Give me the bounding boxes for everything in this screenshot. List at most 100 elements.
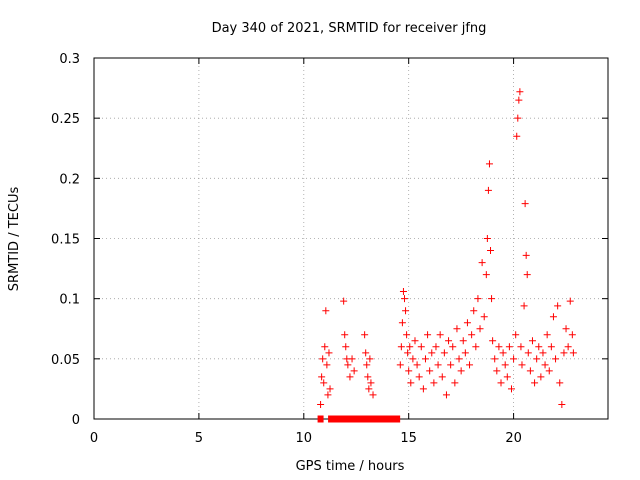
data-point [566,297,574,305]
data-point [523,271,531,279]
data-point [541,361,549,369]
data-point [321,343,329,351]
data-point [556,379,564,387]
x-tick-label: 15 [400,431,417,446]
data-point [517,343,525,351]
data-point [455,355,463,363]
data-point [434,361,442,369]
data-point [547,343,555,351]
data-point [514,114,522,122]
data-point [545,367,553,375]
data-point [505,343,513,351]
data-point [411,337,419,345]
data-point [552,355,560,363]
data-point-square [344,415,351,423]
data-point [524,349,532,357]
data-point [516,88,524,96]
data-point [320,379,328,387]
data-point [549,313,557,321]
data-point [396,361,404,369]
data-point [424,331,432,339]
data-point [513,132,521,140]
data-point [569,349,577,357]
data-point-square [328,415,335,423]
data-point-square [361,415,368,423]
data-point [482,271,490,279]
y-tick-label: 0.15 [51,233,80,248]
data-point-square [317,415,324,423]
data-point [348,355,356,363]
data-point [421,355,429,363]
data-point [325,349,333,357]
data-point [562,325,570,333]
data-point [476,325,484,333]
y-axis: 0 0.05 0.1 0.15 0.2 0.25 0.3 [51,52,608,428]
x-tick-label: 5 [195,431,203,446]
data-point [512,331,520,339]
data-point-square [394,415,401,423]
data-point [491,355,499,363]
data-point [535,343,543,351]
data-point [440,349,448,357]
y-tick-label: 0.3 [59,52,80,67]
x-tick-label: 10 [296,431,313,446]
y-axis-label: SRMTID / TECUs [7,187,22,292]
data-point [449,343,457,351]
data-point [522,251,530,259]
x-axis-label: GPS time / hours [296,459,405,474]
data-point-square [349,415,356,423]
data-point [361,331,369,339]
data-point [453,325,461,333]
data-point [510,355,518,363]
data-point [487,247,495,255]
data-point [554,302,562,310]
data-point [430,379,438,387]
data-point [364,373,372,381]
data-point-square [386,415,393,423]
data-point [474,295,482,303]
data-point [503,373,511,381]
data-point [488,295,496,303]
y-tick-label: 0.2 [59,172,80,187]
data-point-square [378,415,385,423]
data-point [560,349,568,357]
data-point [520,302,528,310]
data-point [344,361,352,369]
x-tick-label: 0 [90,431,98,446]
data-point [369,391,377,399]
data-point [539,349,547,357]
data-point [404,349,412,357]
data-point [413,361,421,369]
data-point [400,295,408,303]
data-point [428,349,436,357]
data-point [564,343,572,351]
x-tick-label: 20 [505,431,522,446]
data-point [507,385,515,393]
data-point [399,287,407,295]
data-point [426,367,434,375]
data-point [442,391,450,399]
data-point [447,361,455,369]
data-point [340,297,348,305]
data-point [398,319,406,327]
data-point [457,367,465,375]
data-point [531,379,539,387]
data-points [317,88,577,423]
data-point [341,331,349,339]
data-point [483,235,491,242]
data-point [324,391,332,399]
data-point-square [336,415,343,423]
data-point [445,337,453,345]
data-point [415,373,423,381]
data-point [472,343,480,351]
data-point-square [357,415,364,423]
data-point [478,259,486,267]
data-point-square [332,415,339,423]
data-point [409,355,417,363]
data-point [558,401,566,409]
y-tick-label: 0.1 [59,293,80,308]
data-point [417,343,425,351]
data-point [432,343,440,351]
data-point [521,200,529,208]
